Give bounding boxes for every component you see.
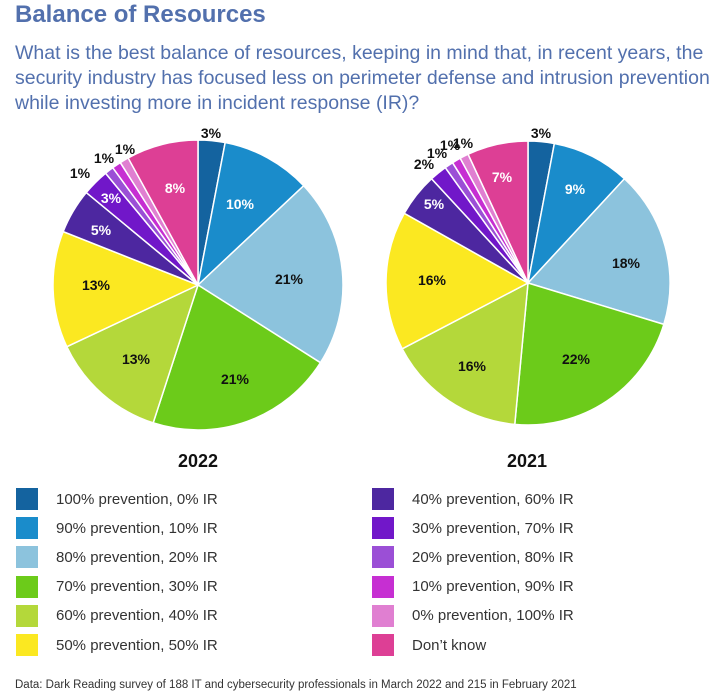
pie-charts: 3%10%21%21%13%13%5%3%1%1%1%8%2022 3%9%18… <box>52 125 671 471</box>
legend-label: 60% prevention, 40% IR <box>56 607 218 625</box>
legend-item-30-prevention-70-ir: 30% prevention, 70% IR <box>372 517 574 540</box>
legend-swatch <box>372 546 394 569</box>
source-note: Data: Dark Reading survey of 188 IT and … <box>15 679 577 691</box>
slice-label-2021-80-prevention-20-ir: 18% <box>612 255 641 271</box>
slice-label-2021-90-prevention-10-ir: 9% <box>565 181 586 197</box>
legend-label: 90% prevention, 10% IR <box>56 519 218 537</box>
legend-swatch <box>372 488 394 510</box>
legend-label: 50% prevention, 50% IR <box>56 636 218 654</box>
slice-label-2022-0-prevention-100-ir: 1% <box>115 141 136 157</box>
legend-swatch <box>372 517 394 540</box>
slice-2022-50-prevention-50-ir <box>52 230 200 348</box>
slice-2021-70-prevention-30-ir <box>513 282 665 426</box>
pie-chart-2022: 3%10%21%21%13%13%5%3%1%1%1%8%2022 <box>52 125 344 471</box>
legend-item-100-prevention-0-ir: 100% prevention, 0% IR <box>16 488 218 510</box>
slice-label-2021-don-t-know: 7% <box>492 169 513 185</box>
slice-label-2022-60-prevention-40-ir: 13% <box>122 351 151 367</box>
slice-label-2022-90-prevention-10-ir: 10% <box>226 196 255 212</box>
chart-subtitle: What is the best balance of resources, k… <box>15 42 710 114</box>
slice-label-2021-40-prevention-60-ir: 5% <box>424 196 445 212</box>
legend-item-70-prevention-30-ir: 70% prevention, 30% IR <box>16 575 218 598</box>
legend-swatch <box>16 604 38 627</box>
slice-2022-90-prevention-10-ir <box>196 141 305 288</box>
slice-label-2021-70-prevention-30-ir: 22% <box>562 351 591 367</box>
slice-label-2021-10-prevention-90-ir: 1% <box>440 137 461 153</box>
slice-label-2021-50-prevention-50-ir: 16% <box>418 272 447 288</box>
legend-swatch <box>16 488 38 510</box>
legend-item-60-prevention-40-ir: 60% prevention, 40% IR <box>16 604 218 627</box>
slice-label-2022-100-prevention-0-ir: 3% <box>201 125 222 141</box>
slice-2021-don-t-know <box>467 140 529 284</box>
slice-label-2021-30-prevention-70-ir: 2% <box>414 156 435 172</box>
legend-swatch <box>372 634 394 656</box>
slice-label-2022-don-t-know: 8% <box>165 180 186 196</box>
legend-label: Don’t know <box>412 636 487 654</box>
legend-label: 30% prevention, 70% IR <box>412 519 574 537</box>
pie-chart-2021: 3%9%18%22%16%16%5%2%1%1%1%7%2021 <box>385 125 671 471</box>
legend-item-don-t-know: Don’t know <box>372 634 486 656</box>
legend-item-0-prevention-100-ir: 0% prevention, 100% IR <box>372 604 574 627</box>
legend-item-80-prevention-20-ir: 80% prevention, 20% IR <box>16 546 218 569</box>
slice-label-2022-40-prevention-60-ir: 5% <box>91 222 112 238</box>
legend-item-40-prevention-60-ir: 40% prevention, 60% IR <box>372 488 574 510</box>
slice-2021-90-prevention-10-ir <box>526 142 626 286</box>
slice-label-2022-50-prevention-50-ir: 13% <box>82 277 111 293</box>
legend-label: 40% prevention, 60% IR <box>412 490 574 508</box>
year-label-2021: 2021 <box>507 451 547 471</box>
legend-label: 80% prevention, 20% IR <box>56 548 218 566</box>
legend-item-50-prevention-50-ir: 50% prevention, 50% IR <box>16 634 218 656</box>
slice-2021-80-prevention-20-ir <box>526 177 671 326</box>
slice-label-2022-80-prevention-20-ir: 21% <box>275 271 304 287</box>
slice-2021-50-prevention-50-ir <box>385 212 530 350</box>
legend-label: 100% prevention, 0% IR <box>56 490 218 508</box>
legend-swatch <box>16 546 38 569</box>
slice-label-2022-70-prevention-30-ir: 21% <box>221 371 250 387</box>
legend-label: 0% prevention, 100% IR <box>412 607 574 625</box>
chart-title: Balance of Resources <box>15 1 266 28</box>
legend-swatch <box>372 604 394 627</box>
legend-item-20-prevention-80-ir: 20% prevention, 80% IR <box>372 546 574 569</box>
slice-label-2021-60-prevention-40-ir: 16% <box>458 358 487 374</box>
slice-2022-80-prevention-20-ir <box>196 184 344 364</box>
slice-label-2021-100-prevention-0-ir: 3% <box>531 125 552 141</box>
year-label-2022: 2022 <box>178 451 218 471</box>
slice-label-2022-10-prevention-90-ir: 1% <box>94 150 115 166</box>
slice-2022-60-prevention-40-ir <box>65 283 200 424</box>
legend-swatch <box>372 575 394 598</box>
legend-label: 70% prevention, 30% IR <box>56 578 218 596</box>
legend-item-90-prevention-10-ir: 90% prevention, 10% IR <box>16 517 218 540</box>
slice-2021-60-prevention-40-ir <box>401 281 529 426</box>
legend-swatch <box>16 634 38 656</box>
legend-item-10-prevention-90-ir: 10% prevention, 90% IR <box>372 575 574 598</box>
legend-swatch <box>16 575 38 598</box>
slice-2022-70-prevention-30-ir <box>152 283 322 431</box>
slice-2022-don-t-know <box>127 139 199 286</box>
legend-label: 20% prevention, 80% IR <box>412 548 574 566</box>
slice-label-2021-20-prevention-80-ir: 1% <box>427 145 448 161</box>
slice-label-2022-30-prevention-70-ir: 3% <box>101 190 122 206</box>
slice-label-2022-20-prevention-80-ir: 1% <box>70 165 91 181</box>
legend-label: 10% prevention, 90% IR <box>412 578 574 596</box>
legend-swatch <box>16 517 38 540</box>
slice-label-2021-0-prevention-100-ir: 1% <box>453 135 474 151</box>
